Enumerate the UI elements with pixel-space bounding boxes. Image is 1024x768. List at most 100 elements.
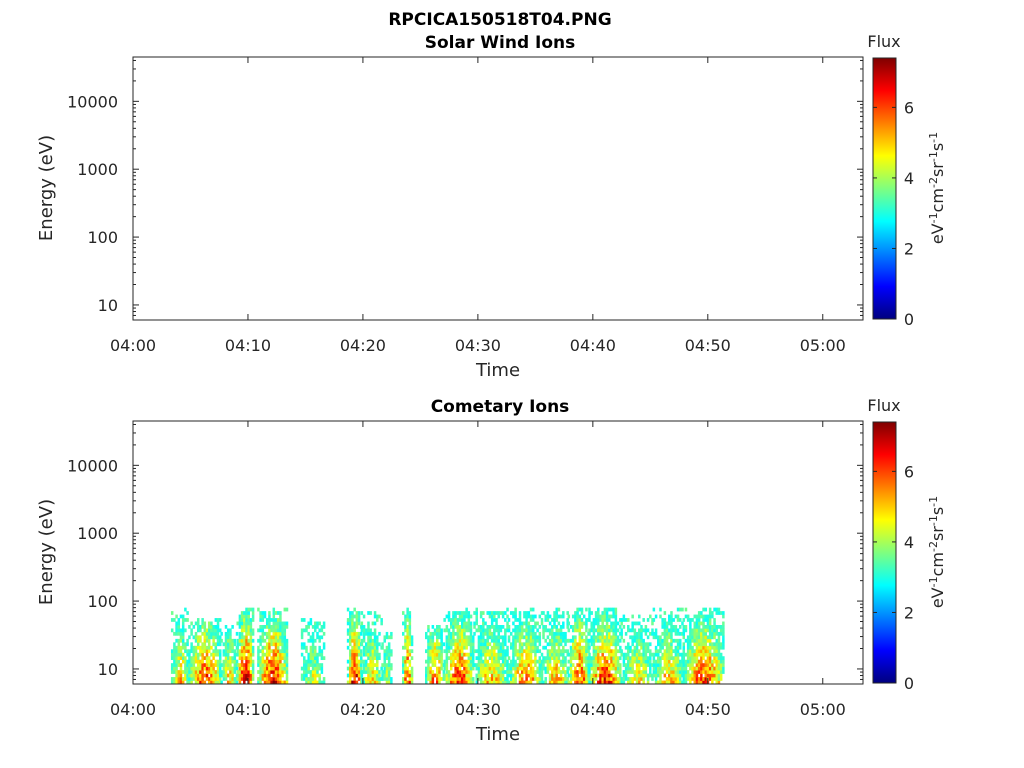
colorbar-units-label: eV-1cm-2sr-1s-1	[927, 496, 947, 608]
heatmap-cell	[367, 652, 370, 657]
heatmap-cell	[231, 670, 234, 674]
heatmap-cell	[523, 659, 526, 664]
heatmap-cell	[300, 618, 304, 622]
heatmap-cell	[447, 677, 451, 681]
heatmap-cell	[555, 673, 558, 678]
heatmap-cell	[588, 670, 591, 674]
heatmap-cell	[676, 645, 680, 650]
heatmap-cell	[538, 673, 542, 678]
heatmap-cell	[582, 645, 586, 650]
heatmap-cell	[406, 607, 409, 612]
heatmap-cell	[279, 642, 282, 647]
heatmap-cell	[512, 656, 515, 661]
heatmap-cell	[610, 635, 613, 640]
heatmap-cell	[638, 621, 641, 626]
heatmap-cell	[309, 663, 313, 667]
heatmap-cell	[717, 649, 721, 654]
heatmap-cell	[475, 614, 478, 619]
heatmap-cell	[635, 638, 639, 643]
heatmap-cell	[518, 628, 522, 633]
heatmap-cell	[463, 625, 466, 629]
heatmap-cell	[619, 631, 622, 636]
heatmap-cell	[427, 635, 430, 640]
heatmap-cell	[697, 621, 701, 626]
heatmap-cell	[218, 638, 222, 643]
heatmap-cell	[214, 680, 218, 684]
heatmap-cell	[431, 649, 435, 654]
heatmap-cell	[309, 673, 313, 678]
heatmap-cell	[367, 656, 370, 661]
heatmap-cell	[672, 663, 675, 667]
heatmap-cell	[605, 621, 609, 626]
heatmap-cell	[488, 649, 492, 654]
heatmap-cell	[548, 614, 552, 619]
heatmap-cell	[490, 680, 494, 684]
heatmap-cell	[657, 649, 660, 654]
heatmap-cell	[274, 645, 278, 650]
heatmap-cell	[383, 656, 387, 661]
heatmap-cell	[346, 680, 350, 684]
heatmap-cell	[438, 631, 441, 636]
heatmap-cell	[509, 611, 513, 615]
heatmap-cell	[427, 649, 430, 654]
heatmap-cell	[497, 656, 500, 661]
heatmap-cell	[349, 680, 352, 684]
heatmap-cell	[557, 680, 561, 684]
heatmap-cell	[544, 628, 547, 633]
heatmap-cell	[351, 635, 354, 640]
heatmap-cell	[663, 680, 667, 684]
heatmap-cell	[224, 649, 228, 654]
heatmap-cell	[525, 656, 528, 661]
heatmap-cell	[576, 656, 579, 661]
heatmap-cell	[236, 642, 239, 647]
heatmap-cell	[177, 677, 181, 681]
colorbar-tick-label: 4	[904, 533, 914, 552]
heatmap-cell	[601, 611, 604, 615]
heatmap-cell	[574, 621, 577, 626]
heatmap-cell	[649, 673, 652, 678]
heatmap-cell	[659, 673, 662, 678]
heatmap-cell	[210, 677, 213, 681]
heatmap-cell	[507, 638, 511, 643]
heatmap-cell	[506, 666, 509, 671]
heatmap-cell	[458, 666, 462, 671]
heatmap-cell	[501, 645, 505, 650]
heatmap-cell	[553, 677, 556, 681]
heatmap-cell	[679, 663, 682, 667]
heatmap-cell	[679, 673, 682, 678]
heatmap-cell	[376, 649, 379, 654]
heatmap-cell	[226, 628, 230, 633]
heatmap-cell	[224, 656, 228, 661]
colorbar-tick-label: 6	[904, 462, 914, 481]
heatmap-cell	[173, 659, 176, 664]
heatmap-cell	[314, 670, 317, 674]
heatmap-cell	[240, 666, 244, 671]
heatmap-cell	[300, 628, 304, 633]
heatmap-cell	[704, 663, 708, 667]
heatmap-cell	[638, 649, 641, 654]
heatmap-cell	[452, 642, 455, 647]
heatmap-cell	[231, 677, 234, 681]
heatmap-cell	[501, 673, 505, 678]
heatmap-cell	[574, 635, 577, 640]
heatmap-cell	[311, 670, 315, 674]
heatmap-cell	[574, 645, 577, 650]
heatmap-cell	[205, 663, 209, 667]
heatmap-cell	[438, 628, 441, 633]
heatmap-cell	[536, 638, 539, 643]
heatmap-cell	[360, 631, 363, 636]
heatmap-cell	[445, 642, 449, 647]
heatmap-cell	[427, 628, 430, 633]
heatmap-cell	[233, 652, 237, 657]
heatmap-cell	[590, 625, 593, 629]
heatmap-cell	[303, 642, 306, 647]
heatmap-cell	[222, 642, 226, 647]
heatmap-cell	[240, 652, 244, 657]
heatmap-cell	[555, 642, 558, 647]
heatmap-cell	[633, 677, 637, 681]
heatmap-cell	[190, 656, 193, 661]
heatmap-cell	[410, 677, 414, 681]
heatmap-cell	[175, 680, 178, 684]
heatmap-cell	[218, 635, 222, 640]
heatmap-cell	[567, 680, 571, 684]
